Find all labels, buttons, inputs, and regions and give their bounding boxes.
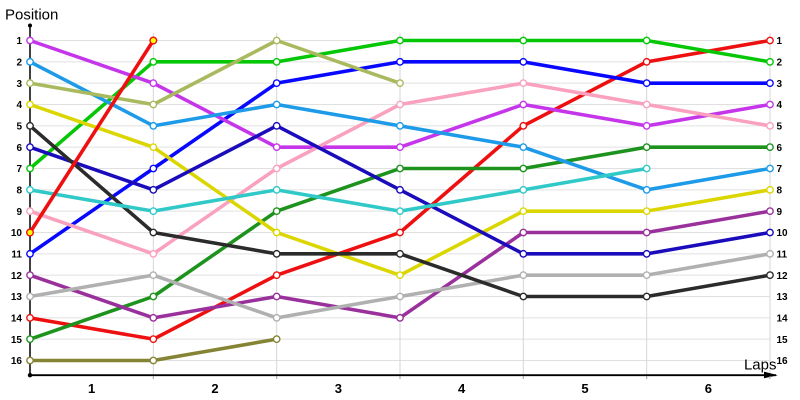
svg-text:5: 5 bbox=[581, 381, 588, 396]
svg-text:4: 4 bbox=[777, 100, 783, 111]
svg-text:1: 1 bbox=[777, 36, 783, 47]
svg-text:Position: Position bbox=[5, 7, 58, 24]
svg-text:15: 15 bbox=[11, 335, 23, 346]
svg-text:Laps: Laps bbox=[744, 357, 777, 374]
svg-text:6: 6 bbox=[16, 143, 22, 154]
svg-text:3: 3 bbox=[16, 79, 22, 90]
svg-text:6: 6 bbox=[777, 143, 783, 154]
svg-text:8: 8 bbox=[777, 185, 783, 196]
svg-text:16: 16 bbox=[777, 356, 789, 367]
svg-text:2: 2 bbox=[211, 381, 218, 396]
svg-text:11: 11 bbox=[11, 249, 22, 260]
svg-text:10: 10 bbox=[777, 228, 789, 239]
svg-text:9: 9 bbox=[16, 207, 22, 218]
svg-text:13: 13 bbox=[777, 292, 789, 303]
svg-text:4: 4 bbox=[16, 100, 22, 111]
svg-text:13: 13 bbox=[11, 292, 23, 303]
svg-text:3: 3 bbox=[777, 79, 783, 90]
svg-text:12: 12 bbox=[11, 271, 23, 282]
svg-text:4: 4 bbox=[458, 381, 466, 396]
svg-text:14: 14 bbox=[777, 313, 789, 324]
svg-text:15: 15 bbox=[777, 335, 789, 346]
svg-text:2: 2 bbox=[777, 57, 783, 68]
svg-text:12: 12 bbox=[777, 271, 789, 282]
svg-text:1: 1 bbox=[88, 381, 95, 396]
svg-text:2: 2 bbox=[16, 57, 22, 68]
svg-text:5: 5 bbox=[777, 121, 783, 132]
svg-text:7: 7 bbox=[777, 164, 783, 175]
svg-text:16: 16 bbox=[11, 356, 23, 367]
svg-text:9: 9 bbox=[777, 207, 783, 218]
svg-text:10: 10 bbox=[11, 228, 23, 239]
svg-text:5: 5 bbox=[16, 121, 22, 132]
svg-text:6: 6 bbox=[705, 381, 712, 396]
svg-text:14: 14 bbox=[11, 313, 23, 324]
svg-text:7: 7 bbox=[16, 164, 22, 175]
svg-text:1: 1 bbox=[16, 36, 22, 47]
svg-text:3: 3 bbox=[335, 381, 342, 396]
svg-text:8: 8 bbox=[16, 185, 22, 196]
svg-text:11: 11 bbox=[777, 249, 788, 260]
